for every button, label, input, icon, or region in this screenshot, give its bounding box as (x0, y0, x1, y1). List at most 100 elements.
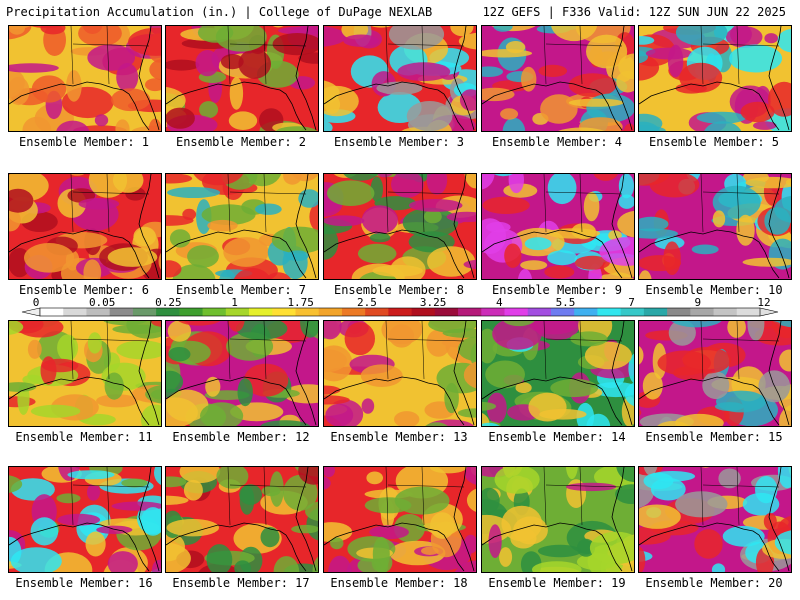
ensemble-member-map (481, 173, 635, 280)
ensemble-member-map (8, 466, 162, 573)
state-borders (70, 321, 150, 380)
coastline (9, 81, 150, 131)
colorbar-tick-label: 0 (33, 296, 40, 309)
ensemble-member-caption: Ensemble Member: 4 (491, 135, 623, 149)
precipitation-colorbar: 0 0.05 0.25 1 1.75 2.5 3.25 4 5.5 7 9 12 (21, 296, 779, 317)
coastline (324, 376, 465, 426)
state-borders (70, 467, 150, 526)
colorbar-tick-label: 0.05 (89, 296, 116, 309)
ensemble-member-map (481, 466, 635, 573)
colorbar-swatch (202, 308, 227, 316)
ensemble-member-map (323, 173, 477, 280)
colorbar-swatch (272, 308, 296, 316)
colorbar-swatch (156, 308, 180, 316)
precip-field (9, 321, 161, 426)
atlantic-coastline (453, 174, 475, 279)
ensemble-member-caption: Ensemble Member: 10 (645, 283, 783, 297)
atlantic-coastline (138, 26, 160, 131)
ensemble-member-map (481, 25, 635, 132)
state-borders (70, 174, 150, 233)
colorbar-swatch (620, 308, 645, 316)
colorbar-swatch (132, 308, 157, 316)
precip-field (166, 174, 318, 279)
colorbar-swatch (109, 308, 134, 316)
ensemble-member-caption: Ensemble Member: 12 (172, 430, 310, 444)
colorbar-swatch (643, 308, 668, 316)
state-borders (543, 174, 623, 233)
ensemble-member-caption: Ensemble Member: 6 (18, 283, 150, 297)
atlantic-coastline (453, 467, 475, 572)
colorbar-swatch (249, 308, 273, 316)
atlantic-coastline (768, 321, 790, 426)
ensemble-member-caption: Ensemble Member: 16 (15, 576, 153, 590)
ensemble-member-caption: Ensemble Member: 8 (333, 283, 465, 297)
colorbar-tick-label: 7 (628, 296, 635, 309)
coastline (482, 376, 623, 426)
ensemble-member-caption: Ensemble Member: 15 (645, 430, 783, 444)
atlantic-coastline (295, 26, 317, 131)
model-run-info: 12Z GEFS | F336 Valid: 12Z SUN JUN 22 20… (482, 5, 786, 19)
colorbar-swatch (481, 308, 505, 316)
ensemble-member-caption: Ensemble Member: 9 (491, 283, 623, 297)
coastline (482, 229, 623, 279)
colorbar-swatch (690, 308, 714, 316)
precip-field (9, 26, 161, 131)
atlantic-coastline (611, 321, 633, 426)
ensemble-member-map (638, 320, 792, 427)
ensemble-member-map (638, 466, 792, 573)
atlantic-coastline (453, 26, 475, 131)
state-borders (700, 26, 780, 85)
atlantic-coastline (768, 467, 790, 572)
colorbar-swatch (736, 308, 761, 316)
colorbar-swatch (667, 308, 691, 316)
ensemble-member-caption: Ensemble Member: 18 (330, 576, 468, 590)
coastline (482, 522, 623, 572)
precip-field (324, 26, 476, 131)
state-borders (227, 26, 307, 85)
colorbar-tick-label: 9 (694, 296, 701, 309)
atlantic-coastline (295, 321, 317, 426)
state-borders (543, 26, 623, 85)
precip-field (639, 26, 791, 131)
precip-field (482, 321, 634, 426)
atlantic-coastline (295, 467, 317, 572)
colorbar-tick-label: 12 (757, 296, 770, 309)
coastline (324, 229, 465, 279)
atlantic-coastline (611, 26, 633, 131)
precip-field (482, 174, 634, 279)
colorbar-swatch (434, 308, 459, 316)
state-borders (227, 467, 307, 526)
colorbar-swatch (458, 308, 482, 316)
precip-field (324, 321, 476, 426)
atlantic-coastline (138, 321, 160, 426)
colorbar-swatch (40, 308, 64, 316)
colorbar-swatch (527, 308, 552, 316)
colorbar-swatch (225, 308, 250, 316)
coastline (9, 376, 150, 426)
state-borders (227, 174, 307, 233)
coastline (9, 229, 150, 279)
state-borders (227, 321, 307, 380)
colorbar-tick-label: 1.75 (287, 296, 314, 309)
ensemble-member-map (323, 320, 477, 427)
colorbar-max-arrow (759, 307, 779, 317)
coastline (166, 229, 307, 279)
ensemble-member-caption: Ensemble Member: 3 (333, 135, 465, 149)
precip-field (166, 467, 318, 572)
colorbar-swatch (86, 308, 111, 316)
ensemble-member-map (165, 320, 319, 427)
coastline (166, 522, 307, 572)
atlantic-coastline (768, 174, 790, 279)
colorbar-swatch (295, 308, 320, 316)
colorbar-swatch (597, 308, 622, 316)
colorbar-min-arrow (21, 307, 41, 317)
atlantic-coastline (138, 467, 160, 572)
state-borders (543, 321, 623, 380)
ensemble-member-map (8, 173, 162, 280)
precip-field (9, 467, 161, 572)
precip-field (639, 321, 791, 426)
ensemble-member-caption: Ensemble Member: 14 (488, 430, 626, 444)
state-borders (385, 26, 465, 85)
ensemble-member-caption: Ensemble Member: 5 (648, 135, 780, 149)
colorbar-tick-label: 4 (496, 296, 503, 309)
